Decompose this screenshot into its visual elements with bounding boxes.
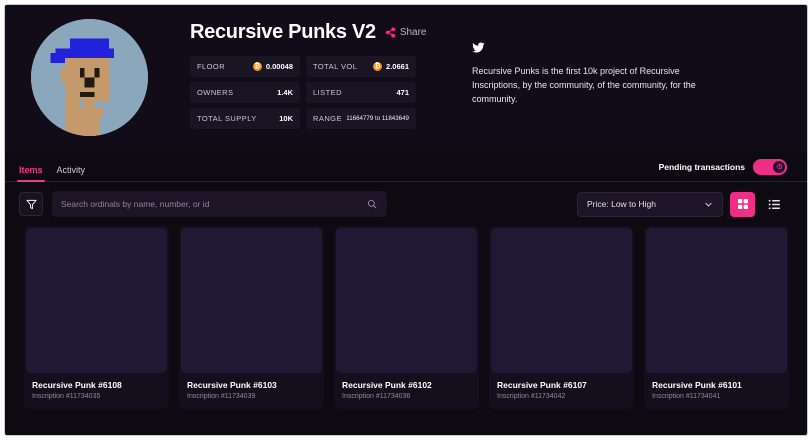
share-label: Share — [399, 26, 427, 38]
item-info: Recursive Punk #6108 Inscription #117340… — [24, 373, 169, 409]
collection-title: Recursive Punks V2 — [190, 20, 376, 43]
bitcoin-icon: ₿ — [252, 62, 262, 71]
stat-label: FLOOR — [197, 62, 226, 71]
chevron-down-icon — [704, 200, 713, 209]
filter-bar: Search ordinals by name, number, or id P… — [5, 182, 807, 226]
item-title: Recursive Punk #6101 — [652, 380, 742, 390]
item-inscription: Inscription #11734036 — [342, 393, 411, 400]
item-info: Recursive Punk #6102 Inscription #117340… — [334, 373, 479, 409]
filter-funnel-icon — [25, 199, 37, 210]
filter-funnel-button[interactable] — [19, 192, 43, 216]
item-inscription: Inscription #11734041 — [652, 393, 721, 400]
search-icon[interactable] — [367, 199, 377, 209]
stat-total-supply: TOTAL SUPPLY 10K — [190, 108, 300, 129]
item-thumbnail — [336, 228, 477, 373]
stat-number: 471 — [396, 88, 409, 97]
item-title: Recursive Punk #6103 — [187, 380, 277, 390]
stats-column-right: TOTAL VOL ₿ 2.0661 LISTED 471 RANGE — [306, 56, 416, 129]
stat-number: 10K — [279, 114, 293, 123]
item-thumbnail — [181, 228, 322, 373]
stat-label: OWNERS — [197, 88, 234, 97]
list-view-button[interactable] — [762, 192, 787, 217]
stat-label: LISTED — [313, 88, 342, 97]
stat-floor: FLOOR ₿ 0.00048 — [190, 56, 300, 77]
stat-number: 2.0661 — [386, 62, 409, 71]
collection-description: Recursive Punks is the first 10k project… — [472, 66, 696, 104]
twitter-icon — [472, 41, 717, 54]
stat-label: RANGE — [313, 114, 342, 123]
collection-hero: Recursive Punks V2 Share — [5, 5, 807, 152]
share-icon — [385, 26, 396, 38]
tab-activity[interactable]: Activity — [56, 164, 86, 175]
collection-stats: FLOOR ₿ 0.00048 OWNERS 1.4K TOTAL SUPPLY — [190, 56, 420, 129]
item-card[interactable]: Recursive Punk #6101 Inscription #117340… — [644, 226, 789, 409]
twitter-link[interactable] — [472, 41, 717, 54]
tabs-bar: Items Activity Pending transactions — [5, 152, 807, 182]
item-thumbnail — [491, 228, 632, 373]
stat-total-vol: TOTAL VOL ₿ 2.0661 — [306, 56, 416, 77]
sort-selected-value: Price: Low to High — [587, 199, 656, 209]
item-title: Recursive Punk #6107 — [497, 380, 587, 390]
grid-view-icon — [737, 198, 749, 210]
pending-transactions-label: Pending transactions — [658, 161, 745, 172]
item-inscription: Inscription #11734042 — [497, 393, 566, 400]
stat-number: 11664779 to 11843649 — [346, 115, 409, 122]
stat-owners: OWNERS 1.4K — [190, 82, 300, 103]
grid-view-button[interactable] — [730, 191, 755, 217]
stat-label: TOTAL SUPPLY — [197, 114, 257, 123]
toggle-knob — [773, 160, 785, 173]
bitcoin-icon: ₿ — [373, 62, 383, 71]
recursive-punk-avatar — [31, 19, 148, 136]
item-card[interactable]: Recursive Punk #6102 Inscription #117340… — [334, 226, 479, 409]
view-controls: Price: Low to High — [577, 191, 787, 217]
tab-items[interactable]: Items — [17, 155, 45, 182]
item-inscription: Inscription #11734035 — [32, 393, 101, 400]
stat-range: RANGE 11664779 to 11843649 — [306, 108, 416, 129]
item-info: Recursive Punk #6103 Inscription #117340… — [179, 373, 324, 409]
stat-number: 1.4K — [277, 88, 293, 97]
item-info: Recursive Punk #6101 Inscription #117340… — [644, 373, 789, 409]
stats-column-left: FLOOR ₿ 0.00048 OWNERS 1.4K TOTAL SUPPLY — [190, 56, 300, 129]
search-placeholder: Search ordinals by name, number, or id — [61, 199, 210, 209]
pending-transactions-control: Pending transactions — [658, 158, 787, 175]
item-info: Recursive Punk #6107 Inscription #117340… — [489, 373, 634, 409]
item-title: Recursive Punk #6102 — [342, 380, 432, 390]
stat-value: ₿ 0.00048 — [252, 62, 293, 71]
stat-value: ₿ 2.0661 — [373, 62, 409, 71]
item-title: Recursive Punk #6108 — [32, 380, 122, 390]
item-card[interactable]: Recursive Punk #6108 Inscription #117340… — [24, 226, 169, 409]
sort-select[interactable]: Price: Low to High — [577, 191, 723, 217]
item-card[interactable]: Recursive Punk #6107 Inscription #117340… — [489, 226, 634, 409]
item-inscription: Inscription #11734039 — [187, 393, 256, 400]
search-input[interactable]: Search ordinals by name, number, or id — [52, 191, 387, 217]
list-view-icon — [768, 198, 781, 211]
items-grid: Recursive Punk #6108 Inscription #117340… — [5, 226, 807, 409]
stat-number: 0.00048 — [265, 62, 293, 71]
item-thumbnail — [26, 228, 167, 373]
tab-list: Items Activity — [17, 152, 86, 182]
item-thumbnail — [646, 228, 787, 373]
item-card[interactable]: Recursive Punk #6103 Inscription #117340… — [179, 226, 324, 409]
marketplace-app: Recursive Punks V2 Share — [4, 4, 808, 436]
stat-listed: LISTED 471 — [306, 82, 416, 103]
pending-transactions-toggle[interactable] — [753, 158, 787, 175]
stat-label: TOTAL VOL — [313, 62, 358, 71]
share-button[interactable]: Share — [385, 27, 427, 38]
